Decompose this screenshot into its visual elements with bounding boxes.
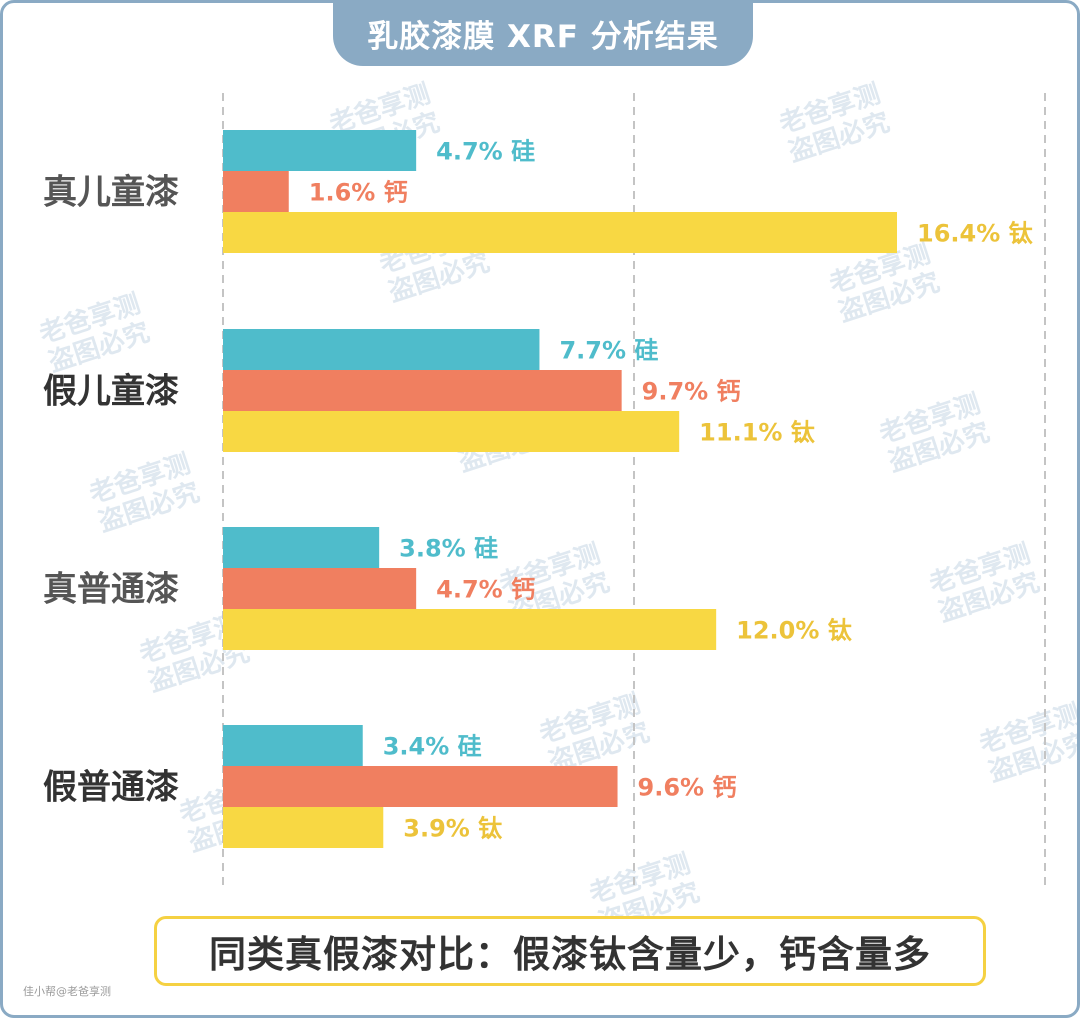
conclusion-callout: 同类真假漆对比：假漆钛含量少，钙含量多	[154, 916, 986, 986]
bar-钛	[223, 609, 717, 650]
value-label: 9.6% 钙	[638, 774, 737, 802]
bars-layer	[223, 130, 897, 848]
bar-钙	[223, 766, 618, 807]
image-credit: 佳小帮@老爸享测	[23, 985, 111, 998]
bar-硅	[223, 725, 363, 766]
category-label: 真儿童漆	[43, 173, 179, 213]
value-label: 4.7% 钙	[436, 576, 535, 604]
value-label: 16.4% 钛	[917, 220, 1034, 248]
chart-title: 乳胶漆膜 XRF 分析结果	[333, 3, 753, 66]
bar-chart: 老爸享测盗图必究老爸享测盗图必究老爸享测盗图必究老爸享测盗图必究老爸享测盗图必究…	[36, 78, 1077, 938]
value-label: 1.6% 钙	[309, 179, 408, 207]
value-label: 3.9% 钛	[403, 815, 503, 843]
category-label: 假儿童漆	[43, 372, 179, 412]
bar-硅	[223, 130, 417, 171]
bar-硅	[223, 527, 380, 568]
value-label: 11.1% 钛	[699, 419, 816, 447]
bar-钙	[223, 568, 417, 609]
value-label: 9.7% 钙	[642, 378, 741, 406]
watermark-layer: 老爸享测盗图必究老爸享测盗图必究老爸享测盗图必究老爸享测盗图必究老爸享测盗图必究…	[36, 78, 1077, 938]
bar-钛	[223, 807, 384, 848]
bar-钙	[223, 370, 622, 411]
value-label: 3.4% 硅	[383, 733, 482, 761]
bar-钛	[223, 212, 897, 253]
bar-硅	[223, 329, 540, 370]
bar-钙	[223, 171, 289, 212]
value-label: 3.8% 硅	[399, 535, 498, 563]
value-label: 4.7% 硅	[436, 138, 535, 166]
category-label: 真普通漆	[43, 570, 179, 610]
category-label: 假普通漆	[43, 768, 179, 808]
value-label: 12.0% 钛	[736, 617, 853, 645]
value-label: 7.7% 硅	[559, 337, 658, 365]
bar-钛	[223, 411, 680, 452]
